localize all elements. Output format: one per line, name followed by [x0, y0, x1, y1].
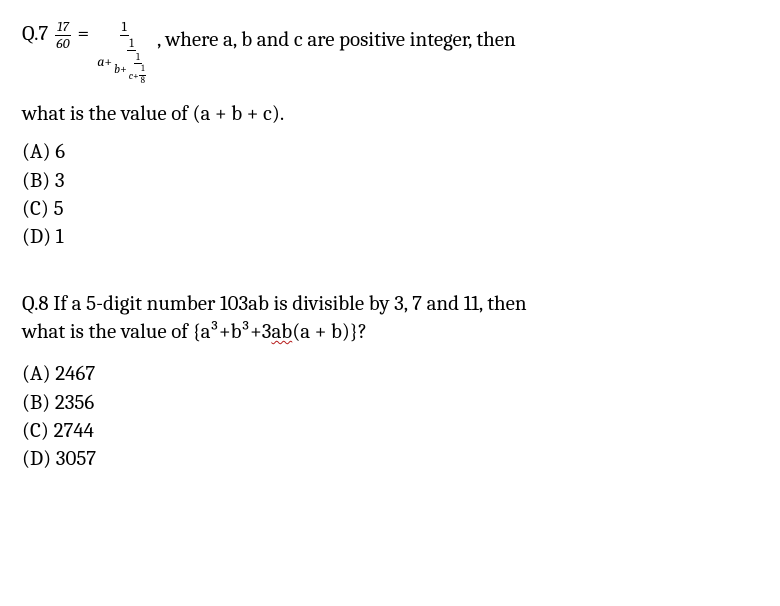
- q7-lhs-fraction: 17 60: [54, 20, 71, 51]
- q8-line2-post: (a + b)}?: [292, 320, 367, 344]
- var-a: a: [97, 55, 104, 69]
- q8-option-a: (A) 2467: [22, 360, 758, 388]
- q7-tail-text: , where a, b and c are positive integer,…: [157, 20, 516, 54]
- frac-level-2: 1 b + 1 c +: [112, 37, 151, 86]
- question-7: Q.7 17 60 = 1 a + 1 b +: [22, 20, 758, 252]
- q8-line2-pre: what is the value of {a³+b³+3: [22, 320, 271, 344]
- q7-line2: what is the value of (a + b + c).: [22, 100, 758, 128]
- equals-sign: =: [72, 20, 96, 48]
- q8-line1: Q.8 If a 5-digit number 103ab is divisib…: [22, 290, 758, 318]
- q8-wavy-ab: ab: [271, 320, 292, 344]
- q7-lhs-num: 17: [55, 20, 71, 36]
- frac-level-4: 1 8: [139, 65, 147, 86]
- q8-options: (A) 2467 (B) 2356 (C) 2744 (D) 3057: [22, 360, 758, 473]
- q7-lhs-den: 60: [54, 36, 71, 51]
- q7-rhs-fraction: 1 a + 1 b + 1: [95, 20, 153, 86]
- q8-option-d: (D) 3057: [22, 445, 758, 473]
- q7-rhs-top: 1: [120, 20, 129, 36]
- q8-option-b: (B) 2356: [22, 389, 758, 417]
- q7-options: (A) 6 (B) 3 (C) 5 (D) 1: [22, 138, 758, 251]
- q8-option-c: (C) 2744: [22, 417, 758, 445]
- q7-option-a: (A) 6: [22, 138, 758, 166]
- q7-label: Q.7: [22, 20, 48, 48]
- q7-option-d: (D) 1: [22, 223, 758, 251]
- q7-line1: Q.7 17 60 = 1 a + 1 b +: [22, 20, 758, 86]
- q7-option-b: (B) 3: [22, 167, 758, 195]
- frac-level-3: 1 c + 1 8: [127, 52, 149, 86]
- q8-line2: what is the value of {a³+b³+3ab(a + b)}?: [22, 318, 758, 346]
- q7-rhs-den: a + 1 b + 1: [95, 36, 153, 86]
- q7-option-c: (C) 5: [22, 195, 758, 223]
- question-8: Q.8 If a 5-digit number 103ab is divisib…: [22, 290, 758, 474]
